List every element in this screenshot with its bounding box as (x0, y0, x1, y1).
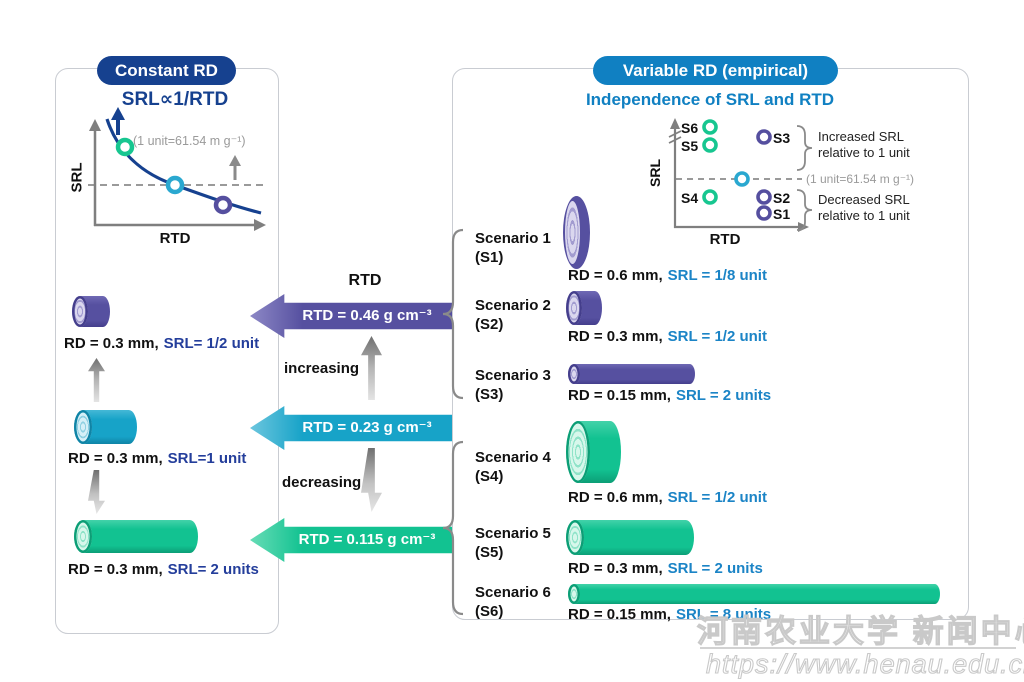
inset-ylabel: SRL (647, 159, 663, 187)
middle-rtd-header: RTD (348, 272, 382, 289)
left-label-2: RD = 0.3 mm, SRL=1 unit (68, 450, 247, 467)
point-s2 (756, 189, 772, 205)
increasing-arrow-icon (361, 336, 382, 400)
point-s6 (702, 119, 718, 135)
left-label-1: RD = 0.3 mm, SRL= 1/2 unit (64, 335, 260, 352)
rtd-value-3: RTD = 0.115 g cm⁻³ (298, 531, 436, 548)
watermark-url: https://www.henau.edu.cn (705, 648, 1024, 679)
scenario-4-values: RD = 0.6 mm, SRL = 1/2 unit (568, 489, 767, 506)
point-s4 (702, 189, 718, 205)
scenario-brace-s1-s3 (442, 228, 464, 400)
point-label-s1: S1 (773, 206, 791, 222)
decreasing-arrow-icon (361, 448, 382, 512)
axis-break-icon (668, 130, 682, 138)
point-s3 (756, 129, 772, 145)
y-axis-arrow-icon (89, 119, 101, 131)
left-plot-ylabel: SRL (68, 162, 86, 193)
scenario-3-values: RD = 0.15 mm, SRL = 2 units (568, 387, 772, 404)
increased-brace-icon (796, 125, 813, 171)
scenario-5-label: Scenario 5 (S5) (475, 525, 551, 561)
scenario-2-values: RD = 0.3 mm, SRL = 1/2 unit (568, 328, 767, 345)
cylinder-green-left (74, 520, 198, 553)
scenario-3-label: Scenario 3 (S3) (475, 367, 551, 403)
scenario-6-values: RD = 0.15 mm, SRL = 8 units (568, 606, 772, 623)
increased-note: Increased SRL relative to 1 unit (818, 129, 910, 160)
rtd-arrow-purple: RTD = 0.46 g cm⁻³ (250, 294, 452, 338)
left-unit-note: (1 unit=61.54 m g⁻¹) (133, 134, 246, 148)
point-label-s6: S6 (681, 120, 699, 136)
point-s1 (756, 205, 772, 221)
cylinder-s2 (566, 291, 602, 325)
left-plot-xlabel: RTD (159, 230, 191, 247)
x-axis-arrow-icon (254, 219, 266, 231)
y-axis-arrow-icon (670, 118, 680, 129)
point-s5 (702, 137, 718, 153)
increasing-label: increasing (284, 360, 360, 377)
cylinder-s6 (568, 584, 940, 604)
scenario-5-values: RD = 0.3 mm, SRL = 2 units (568, 560, 763, 577)
cylinder-s3 (568, 364, 695, 384)
point-cyan (165, 175, 185, 195)
point-label-s5: S5 (681, 138, 699, 154)
decreasing-label: decreasing (282, 474, 362, 491)
cylinder-cyan-left (74, 410, 137, 444)
point-unit (734, 171, 750, 187)
decreased-brace-icon (796, 189, 813, 231)
point-purple (213, 195, 233, 215)
variable-rd-plot (668, 118, 809, 232)
constant-rd-badge: Constant RD (97, 56, 236, 85)
rtd-value-1: RTD = 0.46 g cm⁻³ (302, 307, 432, 324)
constant-rd-plot (88, 107, 266, 231)
watermark-text: 河南农业大学 新闻中心 (696, 613, 1024, 649)
scenario-6-label: Scenario 6 (S6) (475, 584, 551, 620)
cylinder-s4 (566, 421, 621, 483)
point-green (115, 137, 135, 157)
left-label-3: RD = 0.3 mm, SRL= 2 units (68, 561, 259, 578)
scenario-2-label: Scenario 2 (S2) (475, 297, 551, 333)
variable-rd-badge: Variable RD (empirical) (593, 56, 838, 85)
cylinder-purple-left (72, 296, 110, 327)
point-label-s2: S2 (773, 190, 791, 206)
decreased-note: Decreased SRL relative to 1 unit (818, 192, 910, 223)
rtd-arrow-green: RTD = 0.115 g cm⁻³ (250, 518, 452, 562)
inset-unit-note: (1 unit=61.54 m g⁻¹) (806, 172, 915, 186)
rtd-arrow-cyan: RTD = 0.23 g cm⁻³ (250, 406, 452, 450)
scenario-1-values: RD = 0.6 mm, SRL = 1/8 unit (568, 267, 767, 284)
disk-s1 (563, 196, 590, 269)
scenario-1-label: Scenario 1 (S1) (475, 230, 551, 266)
scenario-brace-s4-s6 (442, 440, 464, 616)
point-label-s3: S3 (773, 130, 791, 146)
rtd-value-2: RTD = 0.23 g cm⁻³ (302, 419, 432, 436)
scenario-4-label: Scenario 4 (S4) (475, 449, 551, 485)
variable-rd-panel (452, 68, 969, 620)
independence-title: Independence of SRL and RTD (585, 90, 835, 109)
inset-xlabel: RTD (709, 231, 741, 248)
point-label-s4: S4 (681, 190, 699, 206)
cylinder-s5 (566, 520, 694, 555)
srl-rtd-formula: SRL∝1/RTD (121, 89, 229, 110)
watermark-divider (700, 647, 1016, 649)
